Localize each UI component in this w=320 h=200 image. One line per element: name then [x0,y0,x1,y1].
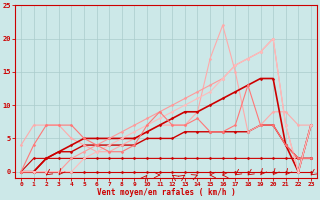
X-axis label: Vent moyen/en rafales ( km/h ): Vent moyen/en rafales ( km/h ) [97,188,236,197]
